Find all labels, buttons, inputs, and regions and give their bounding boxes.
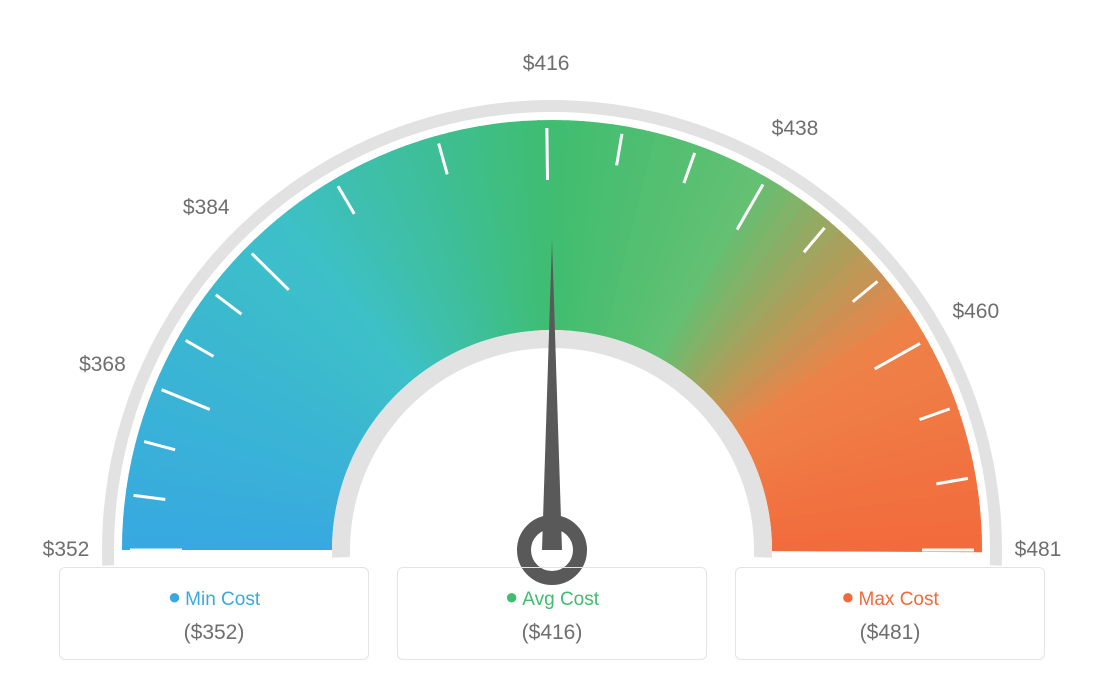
- chart-container: $352$368$384$416$438$460$481 ●Min Cost($…: [0, 0, 1104, 690]
- legend-row: ●Min Cost($352)●Avg Cost($416)●Max Cost(…: [0, 567, 1104, 660]
- gauge-tick-label: $438: [772, 117, 819, 141]
- legend-title: ●Min Cost: [60, 584, 368, 611]
- legend-title: ●Max Cost: [736, 584, 1044, 611]
- gauge-tick-label: $384: [183, 196, 230, 220]
- legend-value: ($416): [398, 621, 706, 645]
- gauge-chart: $352 $368 $384 $416 $438 $460 $481: [0, 0, 1104, 560]
- legend-dot-icon: ●: [168, 584, 181, 609]
- gauge-tick-label: $416: [523, 52, 570, 76]
- legend-dot-icon: ●: [841, 584, 854, 609]
- gauge-svg: [0, 40, 1104, 600]
- gauge-tick-label: $352: [43, 538, 90, 562]
- legend-dot-icon: ●: [505, 584, 518, 609]
- legend-title: ●Avg Cost: [398, 584, 706, 611]
- legend-title-text: Max Cost: [859, 589, 939, 610]
- legend-card: ●Max Cost ($481): [735, 567, 1045, 660]
- legend-card: ●Avg Cost ($416): [397, 567, 707, 660]
- legend-value: ($352): [60, 621, 368, 645]
- gauge-tick-label: $460: [952, 300, 999, 324]
- legend-title-text: Min Cost: [185, 589, 260, 610]
- legend-value: ($481): [736, 621, 1044, 645]
- gauge-tick-label: $368: [79, 353, 126, 377]
- legend-title-text: Avg Cost: [522, 589, 599, 610]
- gauge-tick-major: [547, 128, 548, 180]
- legend-card: ●Min Cost ($352): [59, 567, 369, 660]
- gauge-tick-label: $481: [1015, 538, 1062, 562]
